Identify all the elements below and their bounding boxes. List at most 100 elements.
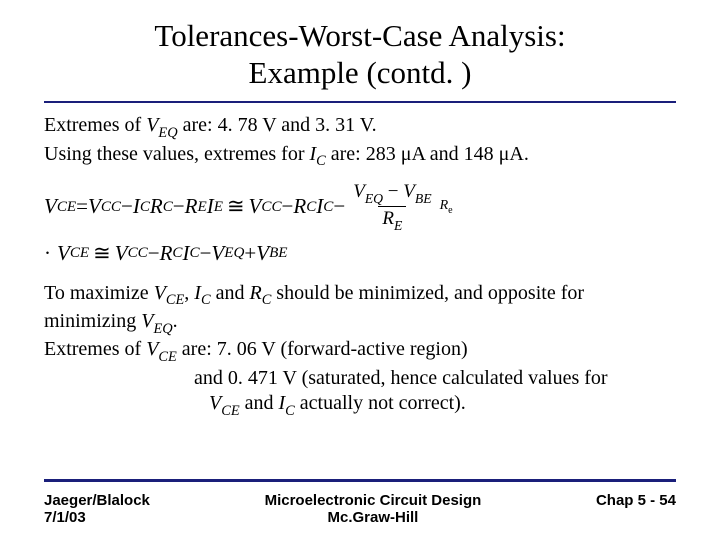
minus: − <box>388 181 399 202</box>
sub: C <box>189 244 199 263</box>
sub: BE <box>415 191 432 206</box>
var-ic: IC <box>194 282 210 304</box>
var-ic: IC <box>279 392 295 414</box>
v: V <box>88 193 101 220</box>
date: 7/1/03 <box>44 509 86 526</box>
sub: BE <box>269 244 287 263</box>
r: R <box>382 208 394 229</box>
plus: + <box>244 240 256 267</box>
sub: CC <box>261 198 281 217</box>
i: I <box>316 193 323 220</box>
approx: ≅ <box>227 193 245 220</box>
var-vce: VCE <box>209 392 240 414</box>
author: Jaeger/Blalock <box>44 492 150 509</box>
v: V <box>403 181 415 202</box>
minus: − <box>200 240 212 267</box>
sub: E <box>214 198 223 217</box>
sub: e <box>448 205 452 216</box>
r: R <box>293 193 306 220</box>
text: minimizing <box>44 310 141 332</box>
v: V <box>211 240 224 267</box>
trail: Re <box>440 197 453 218</box>
line-1: Extremes of VEQ are: 4. 78 V and 3. 31 V… <box>44 113 676 141</box>
text: are: 283 μA and 148 μA. <box>326 143 529 165</box>
body-text: Extremes of VEQ are: 4. 78 V and 3. 31 V… <box>44 113 676 420</box>
v: V <box>115 240 128 267</box>
minus: − <box>282 193 294 220</box>
sub: E <box>197 198 206 217</box>
r: R <box>185 193 198 220</box>
r: R <box>150 193 163 220</box>
footer-center: Microelectronic Circuit Design Mc.Graw-H… <box>265 492 482 527</box>
sub: C <box>172 244 182 263</box>
sub: CC <box>101 198 121 217</box>
denominator: RE <box>378 206 406 233</box>
equation-1: VCE = VCC − IC RC − RE IE ≅ VCC − RC IC … <box>44 180 676 234</box>
publisher: Mc.Graw-Hill <box>328 509 419 526</box>
title-line-2: Example (contd. ) <box>249 55 472 90</box>
sub: CE <box>57 198 76 217</box>
footer-left: Jaeger/Blalock 7/1/03 <box>44 492 150 527</box>
var-rc: RC <box>249 282 271 304</box>
text: actually not correct). <box>295 392 466 414</box>
equation-block: VCE = VCC − IC RC − RE IE ≅ VCC − RC IC … <box>44 180 676 267</box>
approx: ≅ <box>93 240 111 267</box>
var-vce: VCE <box>154 282 185 304</box>
v: V <box>249 193 262 220</box>
text: and <box>240 392 279 414</box>
text: and <box>211 282 250 304</box>
text: Using these values, extremes for <box>44 143 309 165</box>
sub: C <box>140 198 150 217</box>
var-ic: IC <box>309 143 325 165</box>
v: V <box>353 181 365 202</box>
line-7: VCE and IC actually not correct). <box>44 391 676 419</box>
sub: C <box>163 198 173 217</box>
title-rule <box>44 101 676 103</box>
eq: = <box>76 193 88 220</box>
sub: C <box>323 198 333 217</box>
minus: − <box>333 193 345 220</box>
numerator: VEQ − VBE <box>349 180 435 206</box>
page-number: Chap 5 - 54 <box>596 492 676 509</box>
line-5: Extremes of VCE are: 7. 06 V (forward-ac… <box>44 337 676 365</box>
sub: CE <box>70 244 89 263</box>
var-veq: VEQ <box>146 114 177 136</box>
dot: · <box>44 240 51 267</box>
i: I <box>207 193 214 220</box>
var-vce: VCE <box>146 338 177 360</box>
slide: Tolerances-Worst-Case Analysis: Example … <box>0 0 720 540</box>
v: V <box>57 240 70 267</box>
title-line-1: Tolerances-Worst-Case Analysis: <box>154 18 565 53</box>
line-2: Using these values, extremes for IC are:… <box>44 142 676 170</box>
fraction: VEQ − VBE RE <box>349 180 435 234</box>
text: and 0. 471 V (saturated, hence calculate… <box>194 367 608 389</box>
v: V <box>44 193 57 220</box>
i: I <box>182 240 189 267</box>
var-veq: VEQ <box>141 310 172 332</box>
footer-right: Chap 5 - 54 <box>596 492 676 509</box>
sub: CC <box>128 244 148 263</box>
minus: − <box>121 193 133 220</box>
minus: − <box>173 193 185 220</box>
book-title: Microelectronic Circuit Design <box>265 492 482 509</box>
r: R <box>160 240 173 267</box>
sub: C <box>306 198 316 217</box>
slide-title: Tolerances-Worst-Case Analysis: Example … <box>44 18 676 91</box>
sub: EQ <box>365 191 383 206</box>
line-6: and 0. 471 V (saturated, hence calculate… <box>44 366 676 392</box>
text: Extremes of <box>44 338 146 360</box>
text: are: 7. 06 V (forward-active region) <box>177 338 468 360</box>
footer: Jaeger/Blalock 7/1/03 Microelectronic Ci… <box>44 479 676 527</box>
sub: EQ <box>224 244 244 263</box>
equation-2: · VCE ≅ VCC − RC IC − VEQ + VBE <box>44 240 676 267</box>
line-4: minimizing VEQ. <box>44 309 676 337</box>
text: Extremes of <box>44 114 146 136</box>
sub: E <box>394 218 402 233</box>
i: I <box>133 193 140 220</box>
r: R <box>440 198 449 213</box>
minus: − <box>148 240 160 267</box>
text: . <box>173 310 178 332</box>
text: are: 4. 78 V and 3. 31 V. <box>178 114 377 136</box>
v: V <box>256 240 269 267</box>
text: should be minimized, and opposite for <box>271 282 584 304</box>
